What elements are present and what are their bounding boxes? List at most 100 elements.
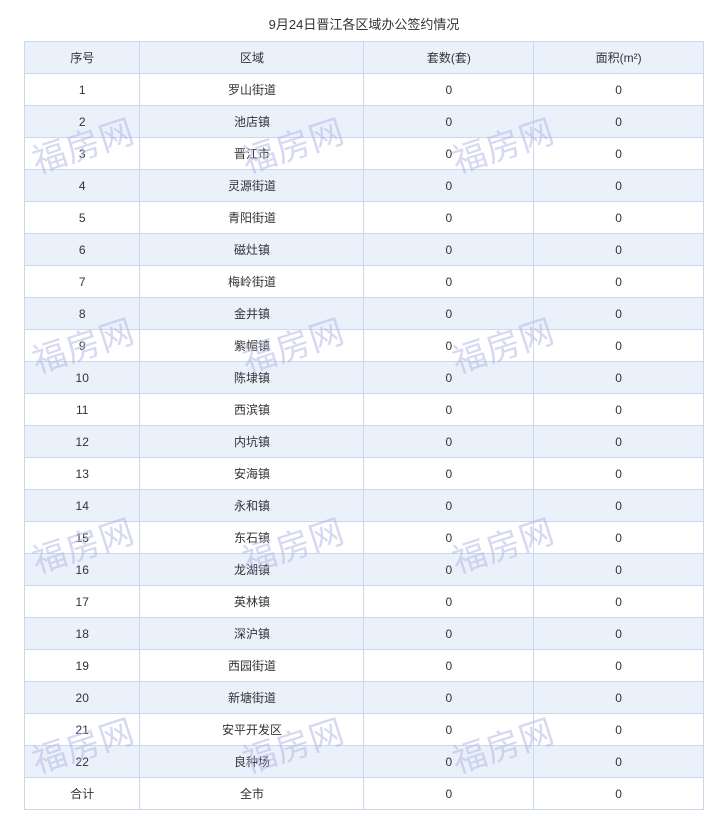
table-cell: 0 (364, 74, 534, 106)
table-cell: 西滨镇 (140, 394, 364, 426)
table-cell: 0 (364, 426, 534, 458)
table-cell: 0 (364, 298, 534, 330)
table-cell: 7 (25, 266, 140, 298)
table-cell: 青阳街道 (140, 202, 364, 234)
table-cell: 0 (364, 618, 534, 650)
table-cell: 0 (534, 682, 704, 714)
table-cell: 0 (364, 490, 534, 522)
table-cell: 10 (25, 362, 140, 394)
table-cell: 0 (364, 202, 534, 234)
table-cell: 罗山街道 (140, 74, 364, 106)
table-cell: 0 (364, 394, 534, 426)
table-cell: 0 (534, 714, 704, 746)
table-cell: 0 (534, 106, 704, 138)
table-cell: 3 (25, 138, 140, 170)
table-cell: 0 (534, 554, 704, 586)
table-cell: 4 (25, 170, 140, 202)
table-cell: 0 (364, 714, 534, 746)
table-cell: 0 (534, 362, 704, 394)
table-row: 22良种场00 (25, 746, 704, 778)
table-row: 8金井镇00 (25, 298, 704, 330)
table-cell: 深沪镇 (140, 618, 364, 650)
table-row: 1罗山街道00 (25, 74, 704, 106)
table-cell: 合计 (25, 778, 140, 810)
table-cell: 1 (25, 74, 140, 106)
table-cell: 安海镇 (140, 458, 364, 490)
table-cell: 0 (534, 266, 704, 298)
table-cell: 2 (25, 106, 140, 138)
table-cell: 紫帽镇 (140, 330, 364, 362)
table-cell: 15 (25, 522, 140, 554)
table-cell: 0 (364, 682, 534, 714)
table-cell: 0 (364, 650, 534, 682)
table-cell: 新塘街道 (140, 682, 364, 714)
col-header-area: 面积(m²) (534, 42, 704, 74)
table-cell: 陈埭镇 (140, 362, 364, 394)
table-row: 16龙湖镇00 (25, 554, 704, 586)
table-cell: 0 (364, 330, 534, 362)
table-cell: 0 (534, 746, 704, 778)
col-header-region: 区域 (140, 42, 364, 74)
table-cell: 14 (25, 490, 140, 522)
table-row: 14永和镇00 (25, 490, 704, 522)
table-row: 9紫帽镇00 (25, 330, 704, 362)
table-cell: 11 (25, 394, 140, 426)
table-row: 18深沪镇00 (25, 618, 704, 650)
table-cell: 0 (534, 234, 704, 266)
table-cell: 0 (364, 746, 534, 778)
table-cell: 晋江市 (140, 138, 364, 170)
table-cell: 12 (25, 426, 140, 458)
table-cell: 0 (534, 426, 704, 458)
table-cell: 0 (364, 554, 534, 586)
table-cell: 东石镇 (140, 522, 364, 554)
table-cell: 5 (25, 202, 140, 234)
table-cell: 21 (25, 714, 140, 746)
table-cell: 永和镇 (140, 490, 364, 522)
table-cell: 0 (534, 618, 704, 650)
table-cell: 西园街道 (140, 650, 364, 682)
table-row: 6磁灶镇00 (25, 234, 704, 266)
table-cell: 磁灶镇 (140, 234, 364, 266)
table-row: 合计全市00 (25, 778, 704, 810)
table-cell: 0 (534, 650, 704, 682)
col-header-index: 序号 (25, 42, 140, 74)
table-cell: 22 (25, 746, 140, 778)
table-row: 13安海镇00 (25, 458, 704, 490)
table-cell: 0 (364, 586, 534, 618)
table-cell: 0 (364, 362, 534, 394)
table-row: 12内坑镇00 (25, 426, 704, 458)
table-cell: 0 (364, 138, 534, 170)
table-cell: 0 (534, 778, 704, 810)
table-cell: 灵源街道 (140, 170, 364, 202)
table-body: 1罗山街道002池店镇003晋江市004灵源街道005青阳街道006磁灶镇007… (25, 74, 704, 810)
table-cell: 18 (25, 618, 140, 650)
table-cell: 17 (25, 586, 140, 618)
table-container: 福房网福房网福房网福房网福房网福房网福房网福房网福房网福房网福房网福房网 序号 … (0, 41, 728, 830)
table-cell: 19 (25, 650, 140, 682)
page-title: 9月24日晋江各区域办公签约情况 (0, 0, 728, 41)
table-cell: 龙湖镇 (140, 554, 364, 586)
table-cell: 0 (364, 458, 534, 490)
table-cell: 安平开发区 (140, 714, 364, 746)
table-cell: 0 (534, 458, 704, 490)
table-cell: 20 (25, 682, 140, 714)
table-cell: 英林镇 (140, 586, 364, 618)
table-cell: 0 (534, 298, 704, 330)
table-header-row: 序号 区域 套数(套) 面积(m²) (25, 42, 704, 74)
table-row: 2池店镇00 (25, 106, 704, 138)
table-cell: 0 (534, 138, 704, 170)
table-cell: 0 (364, 266, 534, 298)
table-cell: 13 (25, 458, 140, 490)
table-cell: 0 (534, 490, 704, 522)
data-table: 序号 区域 套数(套) 面积(m²) 1罗山街道002池店镇003晋江市004灵… (24, 41, 704, 810)
table-cell: 0 (534, 522, 704, 554)
table-cell: 0 (534, 202, 704, 234)
table-cell: 8 (25, 298, 140, 330)
table-cell: 0 (534, 586, 704, 618)
table-cell: 金井镇 (140, 298, 364, 330)
table-cell: 16 (25, 554, 140, 586)
table-cell: 9 (25, 330, 140, 362)
table-row: 11西滨镇00 (25, 394, 704, 426)
table-cell: 0 (364, 170, 534, 202)
table-cell: 0 (364, 778, 534, 810)
